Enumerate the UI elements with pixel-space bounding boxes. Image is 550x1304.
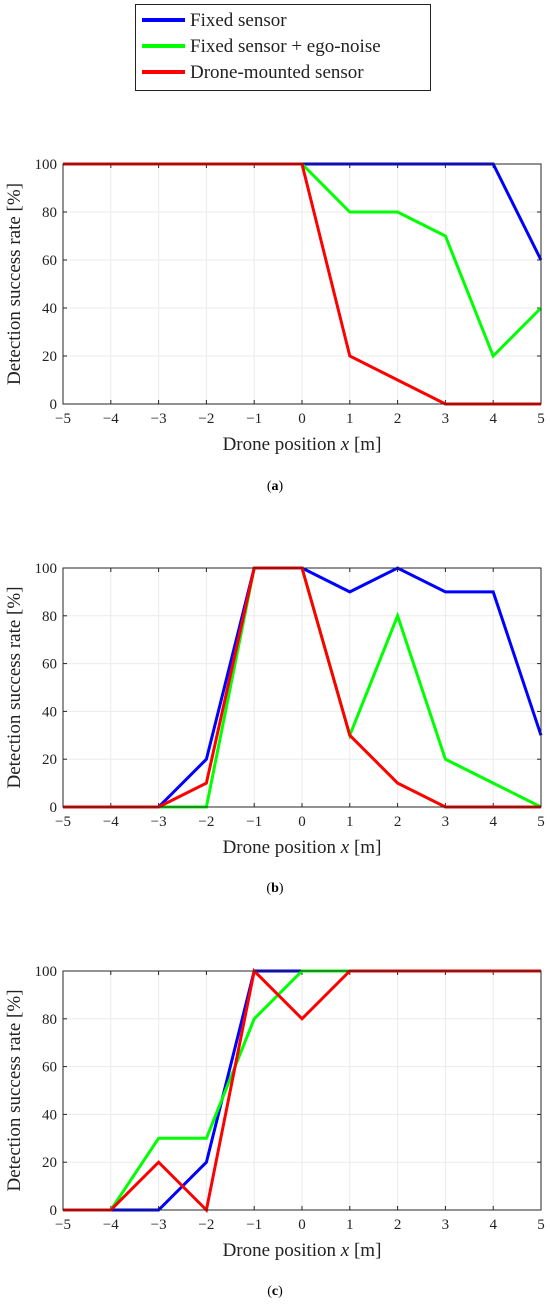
- x-tick-label: 3: [442, 411, 450, 427]
- legend-label-3: Drone-mounted sensor: [190, 62, 364, 83]
- y-axis-label: Detection success rate [%]: [4, 989, 25, 1191]
- x-tick-label: −5: [55, 411, 71, 427]
- x-tick-label: 0: [298, 1217, 306, 1233]
- x-tick-label: 5: [537, 1217, 545, 1233]
- x-tick-label: −3: [151, 814, 167, 830]
- x-axis-label: Drone position x [m]: [223, 1240, 382, 1261]
- x-tick-label: 0: [298, 814, 306, 830]
- x-tick-label: −1: [246, 1217, 262, 1233]
- y-tick-label: 20: [42, 1155, 57, 1171]
- x-tick-label: −4: [103, 814, 119, 830]
- x-tick-label: −2: [198, 814, 214, 830]
- y-tick-label: 60: [42, 253, 57, 269]
- y-tick-label: 100: [35, 561, 58, 577]
- legend-label-2: Fixed sensor + ego-noise: [190, 36, 381, 57]
- x-axis-label-unit: [m]: [349, 1240, 381, 1261]
- caption-letter: a: [272, 479, 279, 494]
- x-tick-label: −1: [246, 411, 262, 427]
- caption-close: ): [279, 881, 284, 896]
- legend-label-1: Fixed sensor: [190, 10, 287, 31]
- caption-letter: c: [272, 1284, 278, 1299]
- x-tick-label: 2: [394, 814, 402, 830]
- x-tick-label: −5: [55, 814, 71, 830]
- x-tick-label: −3: [151, 1217, 167, 1233]
- x-axis-label-var: x: [340, 434, 350, 455]
- caption: (c): [267, 1284, 283, 1299]
- y-tick-label: 0: [50, 800, 58, 816]
- y-tick-label: 100: [35, 157, 58, 173]
- x-tick-label: −4: [103, 411, 119, 427]
- chart-c: −5 −4 −3 −2 −1 0 1 2 3 4 5 0 20 40 60 80 100 Drone positi…: [4, 964, 545, 1299]
- x-tick-label: 4: [489, 814, 497, 830]
- axes-frame: [62, 970, 542, 1211]
- x-tick-label: −3: [151, 411, 167, 427]
- x-tick-label: 1: [346, 1217, 354, 1233]
- y-tick-label: 60: [42, 657, 57, 673]
- x-tick-label: 0: [298, 411, 306, 427]
- chart-a: −5 −4 −3 −2 −1 0 1 2 3 4 5 0 20 40 60 80 100 Drone positi…: [4, 157, 545, 494]
- x-tick-label: 4: [489, 411, 497, 427]
- chart-b: −5 −4 −3 −2 −1 0 1 2 3 4 5 0 20 40 60 80 100 Drone positi…: [4, 561, 545, 896]
- y-axis-label: Detection success rate [%]: [4, 586, 25, 788]
- x-axis-label-text: Drone position: [223, 1240, 341, 1261]
- x-tick-label: 3: [442, 1217, 450, 1233]
- x-axis-label: Drone position x [m]: [223, 434, 382, 455]
- caption-close: ): [279, 479, 284, 494]
- x-tick-label: 5: [537, 814, 545, 830]
- x-tick-label: −1: [246, 814, 262, 830]
- y-tick-label: 60: [42, 1060, 57, 1076]
- caption-open: (: [267, 1284, 272, 1299]
- x-tick-label: −2: [198, 411, 214, 427]
- x-tick-label: −5: [55, 1217, 71, 1233]
- y-tick-label: 100: [35, 964, 58, 980]
- x-tick-label: 3: [442, 814, 450, 830]
- x-axis-label-unit: [m]: [349, 837, 381, 858]
- caption-close: ): [278, 1284, 283, 1299]
- x-tick-label: −4: [103, 1217, 119, 1233]
- x-axis-label-var: x: [340, 1240, 350, 1261]
- x-axis-label-var: x: [340, 837, 350, 858]
- x-axis-label: Drone position x [m]: [223, 837, 382, 858]
- x-tick-label: 1: [346, 814, 354, 830]
- caption-letter: b: [271, 881, 279, 896]
- y-tick-label: 80: [42, 609, 57, 625]
- caption-open: (: [267, 479, 272, 494]
- y-axis-label: Detection success rate [%]: [4, 183, 25, 385]
- x-axis-label-unit: [m]: [349, 434, 381, 455]
- axes-frame: [62, 163, 542, 405]
- y-tick-label: 0: [50, 1203, 58, 1219]
- axes-frame: [62, 567, 542, 808]
- y-tick-label: 20: [42, 349, 57, 365]
- y-tick-label: 40: [42, 301, 57, 317]
- y-tick-label: 20: [42, 752, 57, 768]
- caption: (a): [267, 479, 284, 494]
- x-axis-label-text: Drone position: [223, 434, 341, 455]
- caption-open: (: [266, 881, 271, 896]
- y-tick-label: 80: [42, 205, 57, 221]
- caption: (b): [266, 881, 283, 896]
- legend: Fixed sensor Fixed sensor + ego-noise Dron…: [135, 4, 431, 91]
- x-tick-label: 2: [394, 1217, 402, 1233]
- x-tick-label: 2: [394, 411, 402, 427]
- x-tick-label: 4: [489, 1217, 497, 1233]
- y-tick-label: 40: [42, 704, 57, 720]
- x-tick-label: 1: [346, 411, 354, 427]
- y-tick-label: 40: [42, 1107, 57, 1123]
- y-tick-label: 0: [50, 397, 58, 413]
- x-tick-label: 5: [537, 411, 545, 427]
- y-tick-label: 80: [42, 1012, 57, 1028]
- x-tick-label: −2: [198, 1217, 214, 1233]
- x-axis-label-text: Drone position: [223, 837, 341, 858]
